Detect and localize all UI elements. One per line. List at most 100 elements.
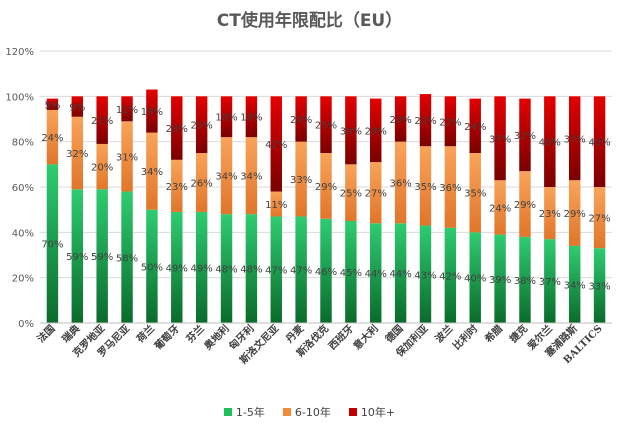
bar-segment-6-10 xyxy=(568,180,581,246)
data-label: 32% xyxy=(514,131,536,142)
data-label: 39% xyxy=(489,275,511,286)
legend-item: 6-10年 xyxy=(282,404,331,420)
bar-segment-10plus xyxy=(320,96,332,153)
bar-segment-1-5 xyxy=(245,214,258,323)
data-label: 49% xyxy=(191,263,213,274)
legend-item: 1-5年 xyxy=(223,404,265,420)
legend-swatch xyxy=(282,408,291,416)
data-label: 36% xyxy=(439,183,461,194)
bar-segment-10plus xyxy=(419,94,432,147)
bar-segment-10plus xyxy=(295,96,307,142)
data-label: 40% xyxy=(588,138,610,149)
data-label: 35% xyxy=(464,189,486,200)
bar-segment-6-10 xyxy=(394,141,407,224)
x-tick-label: 葡萄牙 xyxy=(151,322,182,353)
bar-segment-6-10 xyxy=(419,146,432,226)
bar-segment-1-5 xyxy=(270,216,282,323)
x-tick-label: 荷兰 xyxy=(133,322,157,346)
data-label: 48% xyxy=(240,265,262,276)
bar-segment-10plus xyxy=(71,96,84,117)
bar-segment-1-5 xyxy=(394,223,407,323)
data-label: 46% xyxy=(315,267,337,278)
data-label: 40% xyxy=(464,274,486,285)
bar-segment-10plus xyxy=(519,98,531,172)
bar-segment-1-5 xyxy=(419,225,432,323)
data-label: 19% xyxy=(141,107,163,118)
bar-segment-6-10 xyxy=(370,162,382,224)
x-tick-label: 波兰 xyxy=(432,322,455,345)
bar-segment-1-5 xyxy=(370,223,382,323)
data-label: 33% xyxy=(290,175,312,186)
bar-segment-6-10 xyxy=(71,116,84,190)
bar-segment-6-10 xyxy=(220,137,233,215)
y-tick-label: 0% xyxy=(18,319,34,330)
data-label: 59% xyxy=(91,252,113,263)
bar-segment-1-5 xyxy=(171,211,183,323)
data-label: 37% xyxy=(489,134,511,145)
data-label: 50% xyxy=(141,262,163,273)
bar-segment-10plus xyxy=(345,96,357,165)
bar-segment-10plus xyxy=(146,89,158,133)
y-tick-label: 40% xyxy=(12,228,34,239)
data-label: 34% xyxy=(564,280,586,291)
x-tick-label: 德国 xyxy=(382,322,406,346)
data-label: 25% xyxy=(315,121,337,132)
x-tick-label: 丹麦 xyxy=(283,321,307,345)
data-label: 42% xyxy=(439,271,461,282)
bar-segment-10plus xyxy=(469,98,481,153)
bar-segment-10plus xyxy=(394,96,407,142)
data-label: 11% xyxy=(116,105,138,116)
x-tick-label: 比利时 xyxy=(450,322,480,352)
bar-segment-6-10 xyxy=(171,159,183,212)
bar-segment-6-10 xyxy=(544,187,556,240)
data-label: 33% xyxy=(588,282,610,293)
data-label: 20% xyxy=(91,163,113,174)
bar-segment-6-10 xyxy=(245,137,258,215)
y-tick-label: 80% xyxy=(12,138,34,149)
bar-segment-1-5 xyxy=(444,227,457,323)
data-label: 24% xyxy=(41,133,63,144)
bar-segment-1-5 xyxy=(320,218,332,323)
bar-segment-1-5 xyxy=(494,234,506,323)
data-label: 43% xyxy=(414,270,436,281)
data-label: 44% xyxy=(365,269,387,280)
legend-item: 10年+ xyxy=(348,404,396,420)
data-label: 18% xyxy=(240,113,262,124)
bar-segment-1-5 xyxy=(593,248,606,323)
data-label: 28% xyxy=(166,124,188,135)
bar-segment-6-10 xyxy=(444,146,457,228)
data-label: 24% xyxy=(464,122,486,133)
bar-segment-10plus xyxy=(444,96,457,147)
data-label: 27% xyxy=(588,214,610,225)
bar-segment-1-5 xyxy=(96,189,108,323)
legend-label: 1-5年 xyxy=(235,406,265,419)
bar-segment-6-10 xyxy=(519,171,531,237)
data-label: 34% xyxy=(240,172,262,183)
bar-segment-10plus xyxy=(245,96,258,138)
data-label: 29% xyxy=(564,209,586,220)
y-tick-label: 20% xyxy=(12,274,34,285)
bar-segment-10plus xyxy=(270,96,282,192)
legend-label: 10年+ xyxy=(360,406,396,419)
bar-segment-1-5 xyxy=(195,211,208,323)
bar-segment-10plus xyxy=(46,98,59,110)
x-tick-label: 捷克 xyxy=(507,322,530,345)
data-label: 34% xyxy=(141,167,163,178)
bar-segment-10plus xyxy=(544,96,556,187)
data-label: 29% xyxy=(315,182,337,193)
y-tick-label: 60% xyxy=(12,183,34,194)
data-label: 22% xyxy=(439,117,461,128)
data-label: 23% xyxy=(539,209,561,220)
bar-segment-6-10 xyxy=(146,132,158,210)
bar-segment-10plus xyxy=(568,96,581,181)
bar-segment-6-10 xyxy=(121,121,133,192)
bar-segment-6-10 xyxy=(320,153,332,219)
x-tick-label: 法国 xyxy=(34,322,57,345)
bar-segment-1-5 xyxy=(519,236,531,323)
data-label: 37% xyxy=(539,277,561,288)
x-tick-label: 希腊 xyxy=(481,322,505,346)
data-label: 25% xyxy=(340,189,362,200)
bar-segment-10plus xyxy=(494,96,506,181)
data-label: 29% xyxy=(514,200,536,211)
data-label: 59% xyxy=(66,252,88,263)
